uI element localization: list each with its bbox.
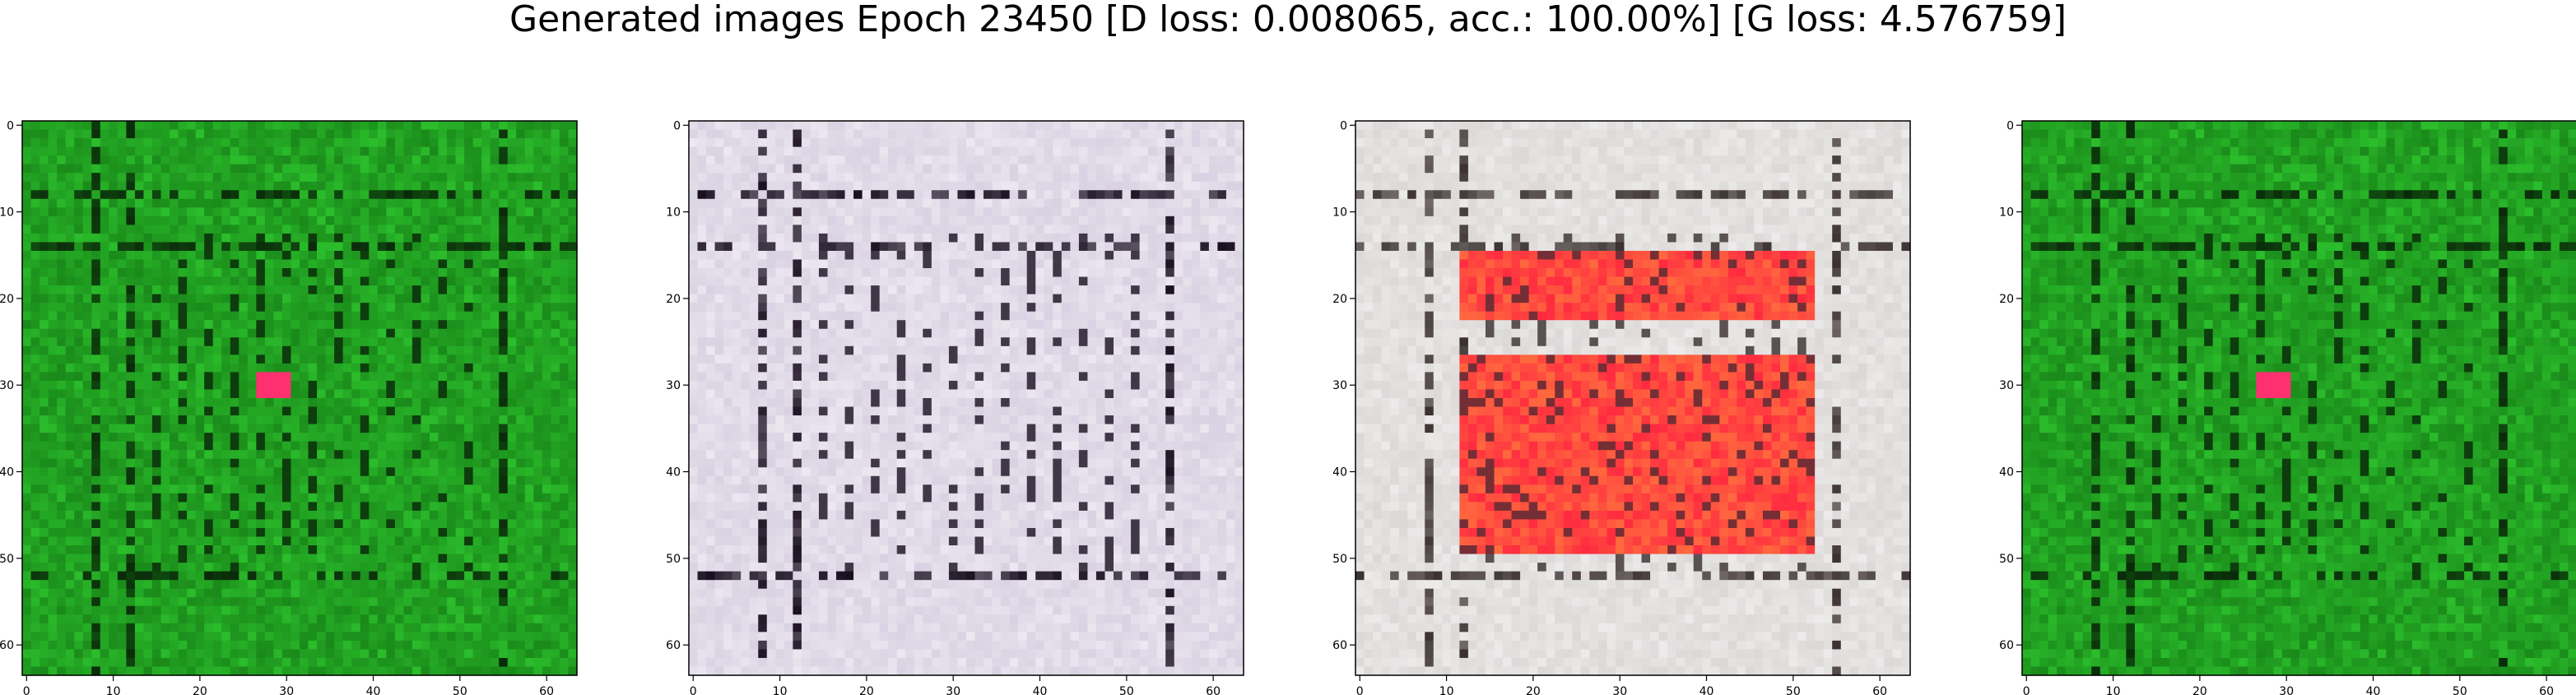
image-pixels bbox=[1355, 121, 1911, 676]
x-tick-label: 10 bbox=[106, 685, 121, 695]
y-tick-label: 10 bbox=[0, 206, 14, 220]
x-tick-label: 50 bbox=[1119, 685, 1134, 695]
x-tick-label: 0 bbox=[1356, 685, 1364, 695]
y-tick-label: 40 bbox=[1332, 466, 1347, 480]
y-tick-label: 60 bbox=[0, 639, 14, 652]
y-tick-label: 50 bbox=[0, 553, 14, 566]
x-tick-label: 60 bbox=[1206, 685, 1221, 695]
y-tick-label: 50 bbox=[666, 553, 681, 566]
image-pixels bbox=[22, 121, 578, 676]
y-tick-label: 30 bbox=[666, 379, 681, 392]
generated-image-panel-1: 0 10 20 30 40 50 60 0 10 20 30 40 50 60 bbox=[0, 119, 578, 695]
y-tick-label: 20 bbox=[666, 293, 681, 306]
generated-image-panel-2: 0 10 20 30 40 50 60 0 10 20 30 40 50 60 bbox=[666, 119, 1244, 695]
y-tick-label: 30 bbox=[1332, 379, 1347, 392]
generated-image-panel-3: 0 10 20 30 40 50 60 0 10 20 30 40 50 60 bbox=[1332, 119, 1911, 695]
y-tick-label: 60 bbox=[1332, 639, 1347, 652]
axes-frame bbox=[688, 120, 1244, 676]
x-tick-label: 10 bbox=[2106, 685, 2121, 695]
x-tick-label: 0 bbox=[2023, 685, 2030, 695]
figure-title: Generated images Epoch 23450 [D loss: 0.… bbox=[509, 0, 2067, 40]
y-tick-label: 10 bbox=[1332, 206, 1347, 220]
y-tick-label: 20 bbox=[1999, 293, 2014, 306]
x-tick-label: 40 bbox=[2366, 685, 2381, 695]
x-tick-label: 50 bbox=[453, 685, 467, 695]
x-tick-label: 30 bbox=[1612, 685, 1627, 695]
x-tick-label: 30 bbox=[2279, 685, 2294, 695]
x-tick-label: 60 bbox=[539, 685, 554, 695]
y-tick-label: 60 bbox=[1999, 639, 2014, 652]
y-tick-label: 0 bbox=[1340, 119, 1347, 132]
x-tick-label: 10 bbox=[1439, 685, 1454, 695]
axes-frame bbox=[2021, 120, 2576, 676]
axes-frame bbox=[1355, 120, 1911, 676]
x-tick-label: 40 bbox=[1033, 685, 1048, 695]
y-tick-label: 0 bbox=[673, 119, 681, 132]
y-tick-label: 0 bbox=[2006, 119, 2014, 132]
x-tick-label: 0 bbox=[23, 685, 30, 695]
y-tick-label: 10 bbox=[666, 206, 681, 220]
y-tick-label: 40 bbox=[666, 466, 681, 480]
y-tick-label: 50 bbox=[1999, 553, 2014, 566]
generated-image-panel-4: 0 10 20 30 40 50 60 0 10 20 30 40 50 60 bbox=[1999, 119, 2576, 695]
x-tick-label: 30 bbox=[279, 685, 294, 695]
x-tick-label: 20 bbox=[1526, 685, 1541, 695]
x-tick-label: 30 bbox=[946, 685, 960, 695]
x-tick-label: 0 bbox=[690, 685, 697, 695]
x-tick-label: 40 bbox=[366, 685, 381, 695]
y-tick-label: 20 bbox=[0, 293, 14, 306]
x-tick-label: 50 bbox=[1786, 685, 1801, 695]
y-tick-label: 60 bbox=[666, 639, 681, 652]
x-tick-label: 20 bbox=[193, 685, 207, 695]
y-tick-label: 10 bbox=[1999, 206, 2014, 220]
y-tick-label: 30 bbox=[0, 379, 14, 392]
y-tick-label: 40 bbox=[0, 466, 14, 480]
x-tick-label: 60 bbox=[2539, 685, 2554, 695]
x-tick-label: 10 bbox=[773, 685, 788, 695]
image-pixels bbox=[2022, 121, 2576, 676]
axes-frame bbox=[21, 120, 578, 676]
y-tick-label: 0 bbox=[7, 119, 14, 132]
x-tick-label: 20 bbox=[2192, 685, 2207, 695]
x-tick-label: 60 bbox=[1872, 685, 1887, 695]
y-tick-label: 20 bbox=[1332, 293, 1347, 306]
y-tick-label: 40 bbox=[1999, 466, 2014, 480]
x-tick-label: 40 bbox=[1700, 685, 1714, 695]
image-pixels bbox=[689, 121, 1244, 676]
y-tick-label: 50 bbox=[1332, 553, 1347, 566]
x-tick-label: 50 bbox=[2453, 685, 2467, 695]
x-tick-label: 20 bbox=[859, 685, 874, 695]
y-tick-label: 30 bbox=[1999, 379, 2014, 392]
